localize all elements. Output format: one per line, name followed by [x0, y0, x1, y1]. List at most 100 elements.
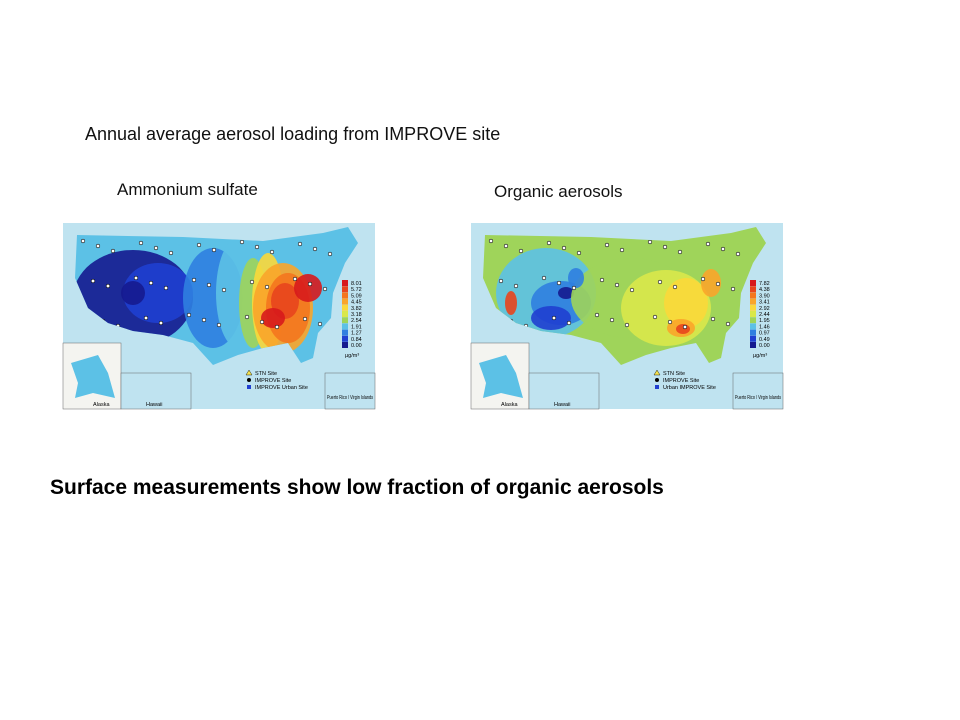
legend-unit: µg/m³: [345, 353, 359, 359]
legend-swatch: [342, 317, 348, 324]
site-marker: [503, 243, 509, 249]
site-marker: [561, 245, 567, 251]
site-marker: [206, 282, 212, 288]
legend-value: 3.90: [759, 293, 770, 299]
inset-hawaii: [120, 372, 192, 410]
site-marker: [498, 278, 504, 284]
legend-swatch: [750, 335, 756, 342]
site-label: Urban IMPROVE Site: [663, 385, 716, 391]
site-marker: [163, 285, 169, 291]
site-marker: [143, 315, 149, 321]
legend-swatch: [342, 323, 348, 330]
legend-value: 3.18: [351, 312, 362, 318]
inset-label: Alaska: [501, 402, 518, 408]
map-land: [75, 227, 358, 365]
site-marker: [546, 240, 552, 246]
legend-value: 4.38: [759, 287, 770, 293]
inset-label: Alaska: [93, 402, 110, 408]
legend-value: 5.09: [351, 293, 362, 299]
site-marker: [710, 316, 716, 322]
site-marker: [201, 317, 207, 323]
legend-value: 1.91: [351, 324, 362, 330]
concentration-zone: [558, 287, 574, 299]
site-label: IMPROVE Site: [255, 378, 291, 384]
site-symbol: [655, 378, 659, 382]
site-marker: [312, 246, 318, 252]
site-marker: [153, 245, 159, 251]
site-marker: [662, 244, 668, 250]
site-marker: [619, 247, 625, 253]
legend-swatch: [750, 280, 756, 286]
inset-pr: [732, 372, 784, 410]
legend-value: 0.97: [759, 331, 770, 337]
legend-swatch: [750, 298, 756, 305]
concentration-zone: [568, 268, 584, 288]
site-marker: [609, 317, 615, 323]
site-marker: [133, 275, 139, 281]
site-marker: [327, 251, 333, 257]
site-marker: [705, 241, 711, 247]
concentration-zone: [676, 324, 690, 334]
site-marker: [556, 280, 562, 286]
legend-value: 0.00: [759, 343, 770, 349]
site-marker: [95, 243, 101, 249]
legend-value: 5.72: [351, 287, 362, 293]
concentration-zone: [123, 263, 193, 323]
legend-value: 0.49: [759, 337, 770, 343]
site-marker: [599, 277, 605, 283]
site-marker: [551, 315, 557, 321]
legend-value: 0.00: [351, 343, 362, 349]
site-marker: [720, 246, 726, 252]
map-figure: Alaska Hawaii Puerto Rico / Virgin Islands…: [62, 223, 376, 410]
site-marker: [518, 248, 524, 254]
site-marker: [158, 320, 164, 326]
legend-value: 0.84: [351, 337, 362, 343]
site-symbol: [655, 385, 659, 389]
site-marker: [614, 282, 620, 288]
legend-swatch: [750, 323, 756, 330]
site-marker: [317, 321, 323, 327]
legend-swatch: [342, 304, 348, 311]
site-marker: [541, 275, 547, 281]
site-marker: [292, 276, 298, 282]
legend-swatch: [750, 304, 756, 311]
site-marker: [629, 287, 635, 293]
legend-swatch: [342, 329, 348, 336]
legend-swatch: [342, 342, 348, 348]
concentration-zone: [531, 306, 571, 330]
legend-swatch: [342, 335, 348, 342]
legend-value: 4.45: [351, 300, 362, 306]
legend-value: 2.44: [759, 312, 770, 318]
site-marker: [191, 277, 197, 283]
site-marker: [725, 321, 731, 327]
concentration-zone: [664, 278, 708, 328]
legend-value: 1.46: [759, 324, 770, 330]
inset-label: Puerto Rico / Virgin Islands: [735, 395, 781, 401]
site-marker: [730, 286, 736, 292]
slide-title: Annual average aerosol loading from IMPR…: [85, 124, 500, 144]
inset-label: Hawaii: [146, 402, 163, 408]
concentration-zone: [701, 269, 721, 297]
map-figure: Alaska Hawaii Puerto Rico / Virgin Islands…: [470, 223, 784, 410]
site-marker: [297, 241, 303, 247]
concentration-zone: [294, 274, 322, 302]
site-label: STN Site: [255, 371, 277, 377]
alaska-shape: [479, 355, 523, 398]
site-marker: [90, 278, 96, 284]
inset-pr: [324, 372, 376, 410]
legend-swatch: [750, 342, 756, 348]
site-marker: [264, 284, 270, 290]
legend-swatch: [750, 317, 756, 324]
map-label: Organic aerosols: [494, 182, 623, 201]
legend-swatch: [342, 286, 348, 293]
legend-value: 1.27: [351, 331, 362, 337]
site-marker: [657, 279, 663, 285]
conclusion: Surface measurements show low fraction o…: [50, 476, 664, 499]
site-marker: [244, 314, 250, 320]
site-marker: [307, 281, 313, 287]
site-marker: [682, 324, 688, 330]
site-symbol: [653, 369, 661, 376]
site-marker: [211, 247, 217, 253]
site-marker: [652, 314, 658, 320]
site-marker: [488, 238, 494, 244]
